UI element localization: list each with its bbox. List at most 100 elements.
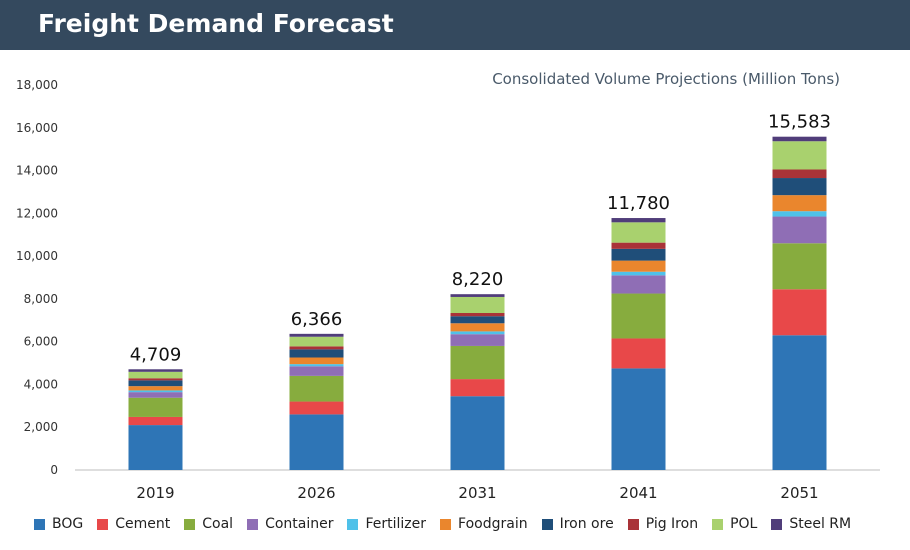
legend-item: BOG — [34, 516, 83, 532]
y-tick-label: 12,000 — [16, 206, 58, 220]
bar-segment-cement — [611, 338, 666, 369]
x-tick-label: 2051 — [780, 484, 818, 502]
legend-item: Coal — [184, 516, 233, 532]
bar-segment-foodgrain — [450, 323, 505, 332]
bar-segment-iron-ore — [772, 178, 827, 196]
y-tick-label: 8,000 — [24, 292, 58, 306]
legend-swatch — [247, 518, 259, 530]
y-tick-label: 14,000 — [16, 164, 58, 178]
bar-segment-coal — [772, 243, 827, 290]
y-tick-label: 6,000 — [24, 335, 58, 349]
legend-item: Steel RM — [771, 516, 851, 532]
y-tick-label: 10,000 — [16, 249, 58, 263]
legend-swatch — [627, 518, 639, 530]
bar-segment-container — [611, 275, 666, 294]
legend-swatch — [771, 518, 783, 530]
legend-swatch — [440, 518, 452, 530]
bar-segment-foodgrain — [289, 357, 344, 365]
x-tick-label: 2031 — [458, 484, 496, 502]
legend-item: Container — [247, 516, 333, 532]
bar-segment-container — [450, 334, 505, 346]
bar-segment-steel-rm — [450, 294, 505, 297]
bar-segment-container — [128, 392, 183, 398]
legend-swatch — [34, 518, 45, 530]
bar-segment-pol — [289, 336, 344, 347]
bar-segment-steel-rm — [128, 369, 183, 372]
bar-total-label: 15,583 — [768, 112, 831, 133]
y-tick-label: 4,000 — [24, 377, 58, 391]
legend-label: Foodgrain — [458, 516, 528, 532]
bar-total-label: 6,366 — [291, 309, 343, 330]
header-bar: Freight Demand Forecast — [0, 0, 910, 50]
bar-segment-pol — [772, 141, 827, 170]
legend-label: Cement — [115, 516, 171, 532]
bar-segment-iron-ore — [611, 248, 666, 261]
bar-total-label: 8,220 — [452, 269, 504, 290]
legend-item: Fertilizer — [347, 516, 426, 532]
bar-segment-bog — [289, 414, 344, 470]
bar-segment-fertilizer — [450, 331, 505, 335]
bar-segment-coal — [450, 345, 505, 380]
bar-segment-pig-iron — [772, 169, 827, 179]
chart-legend: BOG Cement Coal Container Fertilizer Foodgrai… — [34, 516, 865, 532]
legend-item: POL — [712, 516, 757, 532]
bar-segment-pig-iron — [289, 346, 344, 350]
legend-label: BOG — [52, 516, 84, 532]
bar-segment-bog — [128, 425, 183, 470]
y-tick-label: 0 — [50, 463, 58, 477]
bar-segment-fertilizer — [289, 364, 344, 367]
y-tick-label: 18,000 — [16, 78, 58, 92]
bar-segment-fertilizer — [128, 390, 183, 393]
legend-swatch — [347, 518, 359, 530]
bar-segment-steel-rm — [289, 333, 344, 337]
bar-segment-pig-iron — [128, 378, 183, 381]
x-tick-label: 2019 — [136, 484, 174, 502]
bar-segment-pol — [611, 222, 666, 243]
bar-segment-pol — [128, 371, 183, 379]
chart-subtitle: Consolidated Volume Projections (Million… — [492, 70, 840, 88]
bar-segment-cement — [128, 416, 183, 426]
legend-swatch — [184, 518, 196, 530]
bar-segment-iron-ore — [128, 380, 183, 387]
bar-segment-bog — [611, 368, 666, 470]
legend-item: Iron ore — [541, 516, 614, 532]
bar-segment-pig-iron — [611, 242, 666, 249]
y-tick-label: 16,000 — [16, 121, 58, 135]
legend-label: Container — [265, 516, 334, 532]
bar-segment-bog — [450, 396, 505, 470]
bar-total-label: 4,709 — [130, 344, 182, 365]
legend-label: Coal — [202, 516, 234, 532]
legend-swatch — [541, 518, 553, 530]
bar-segment-cement — [450, 379, 505, 397]
bar-segment-foodgrain — [611, 260, 666, 272]
bar-segment-fertilizer — [611, 271, 666, 276]
bar-segment-iron-ore — [289, 349, 344, 358]
legend-swatch — [97, 518, 109, 530]
bar-segment-coal — [289, 375, 344, 402]
page-title: Freight Demand Forecast — [38, 9, 394, 38]
bar-segment-pig-iron — [450, 313, 505, 317]
bar-segment-foodgrain — [128, 386, 183, 391]
legend-label: Pig Iron — [645, 516, 699, 532]
bar-total-label: 11,780 — [607, 193, 670, 214]
bar-segment-pol — [450, 296, 505, 314]
legend-item: Pig Iron — [627, 516, 699, 532]
legend-item: Foodgrain — [440, 516, 528, 532]
bar-segment-cement — [772, 289, 827, 336]
legend-item: Cement — [97, 516, 170, 532]
bar-segment-steel-rm — [772, 136, 827, 142]
legend-label: Iron ore — [559, 516, 614, 532]
bar-segment-bog — [772, 335, 827, 470]
x-tick-label: 2026 — [297, 484, 335, 502]
legend-label: POL — [730, 516, 758, 532]
bar-segment-fertilizer — [772, 211, 827, 217]
bar-segment-steel-rm — [611, 218, 666, 223]
x-tick-label: 2041 — [619, 484, 657, 502]
bar-segment-coal — [611, 293, 666, 339]
bar-segment-container — [289, 366, 344, 376]
legend-label: Steel RM — [789, 516, 852, 532]
bar-segment-container — [772, 216, 827, 244]
legend-swatch — [712, 518, 724, 530]
bar-segment-cement — [289, 401, 344, 415]
